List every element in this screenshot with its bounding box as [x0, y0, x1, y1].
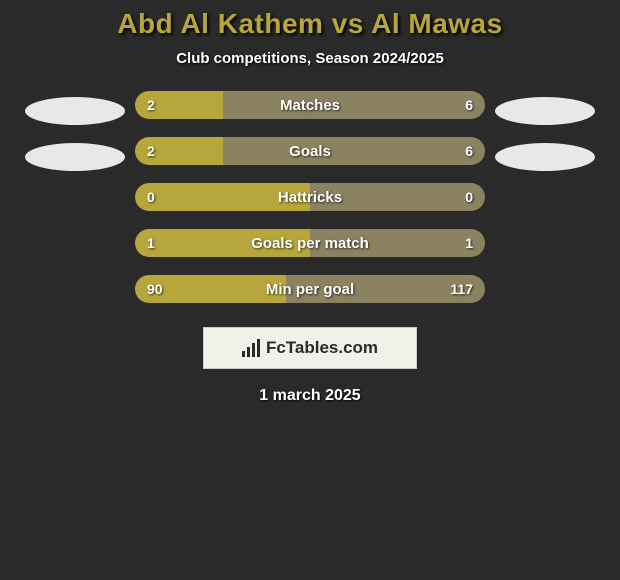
- left-photo-column: [25, 91, 125, 171]
- player-photo-placeholder: [25, 143, 125, 171]
- stat-row: 00Hattricks: [135, 183, 485, 211]
- stat-row: 26Goals: [135, 137, 485, 165]
- page-title: Abd Al Kathem vs Al Mawas: [117, 8, 502, 40]
- stat-bar-right: [310, 183, 485, 211]
- stat-bar-right: [310, 229, 485, 257]
- stat-row: 90117Min per goal: [135, 275, 485, 303]
- stat-bar-left: [135, 229, 310, 257]
- stat-bar-left: [135, 275, 286, 303]
- comparison-chart: 26Matches 26Goals 00Hattricks 11Goals per m…: [0, 91, 620, 303]
- stat-bar-right: [286, 275, 486, 303]
- stat-bar-right: [223, 91, 486, 119]
- brand-attribution: FcTables.com: [203, 327, 417, 369]
- stat-bar-left: [135, 183, 310, 211]
- bars-column: 26Matches 26Goals 00Hattricks 11Goals per m…: [135, 91, 485, 303]
- stat-bar-left: [135, 137, 223, 165]
- player-photo-placeholder: [25, 97, 125, 125]
- player-photo-placeholder: [495, 143, 595, 171]
- player-photo-placeholder: [495, 97, 595, 125]
- infographic-container: Abd Al Kathem vs Al Mawas Club competiti…: [0, 0, 620, 580]
- bars-chart-icon: [242, 339, 260, 357]
- stat-bar-right: [223, 137, 486, 165]
- stat-row: 11Goals per match: [135, 229, 485, 257]
- stat-bar-left: [135, 91, 223, 119]
- stat-row: 26Matches: [135, 91, 485, 119]
- footer-date: 1 march 2025: [259, 387, 360, 405]
- page-subtitle: Club competitions, Season 2024/2025: [176, 50, 444, 67]
- brand-text: FcTables.com: [266, 338, 378, 358]
- right-photo-column: [495, 91, 595, 171]
